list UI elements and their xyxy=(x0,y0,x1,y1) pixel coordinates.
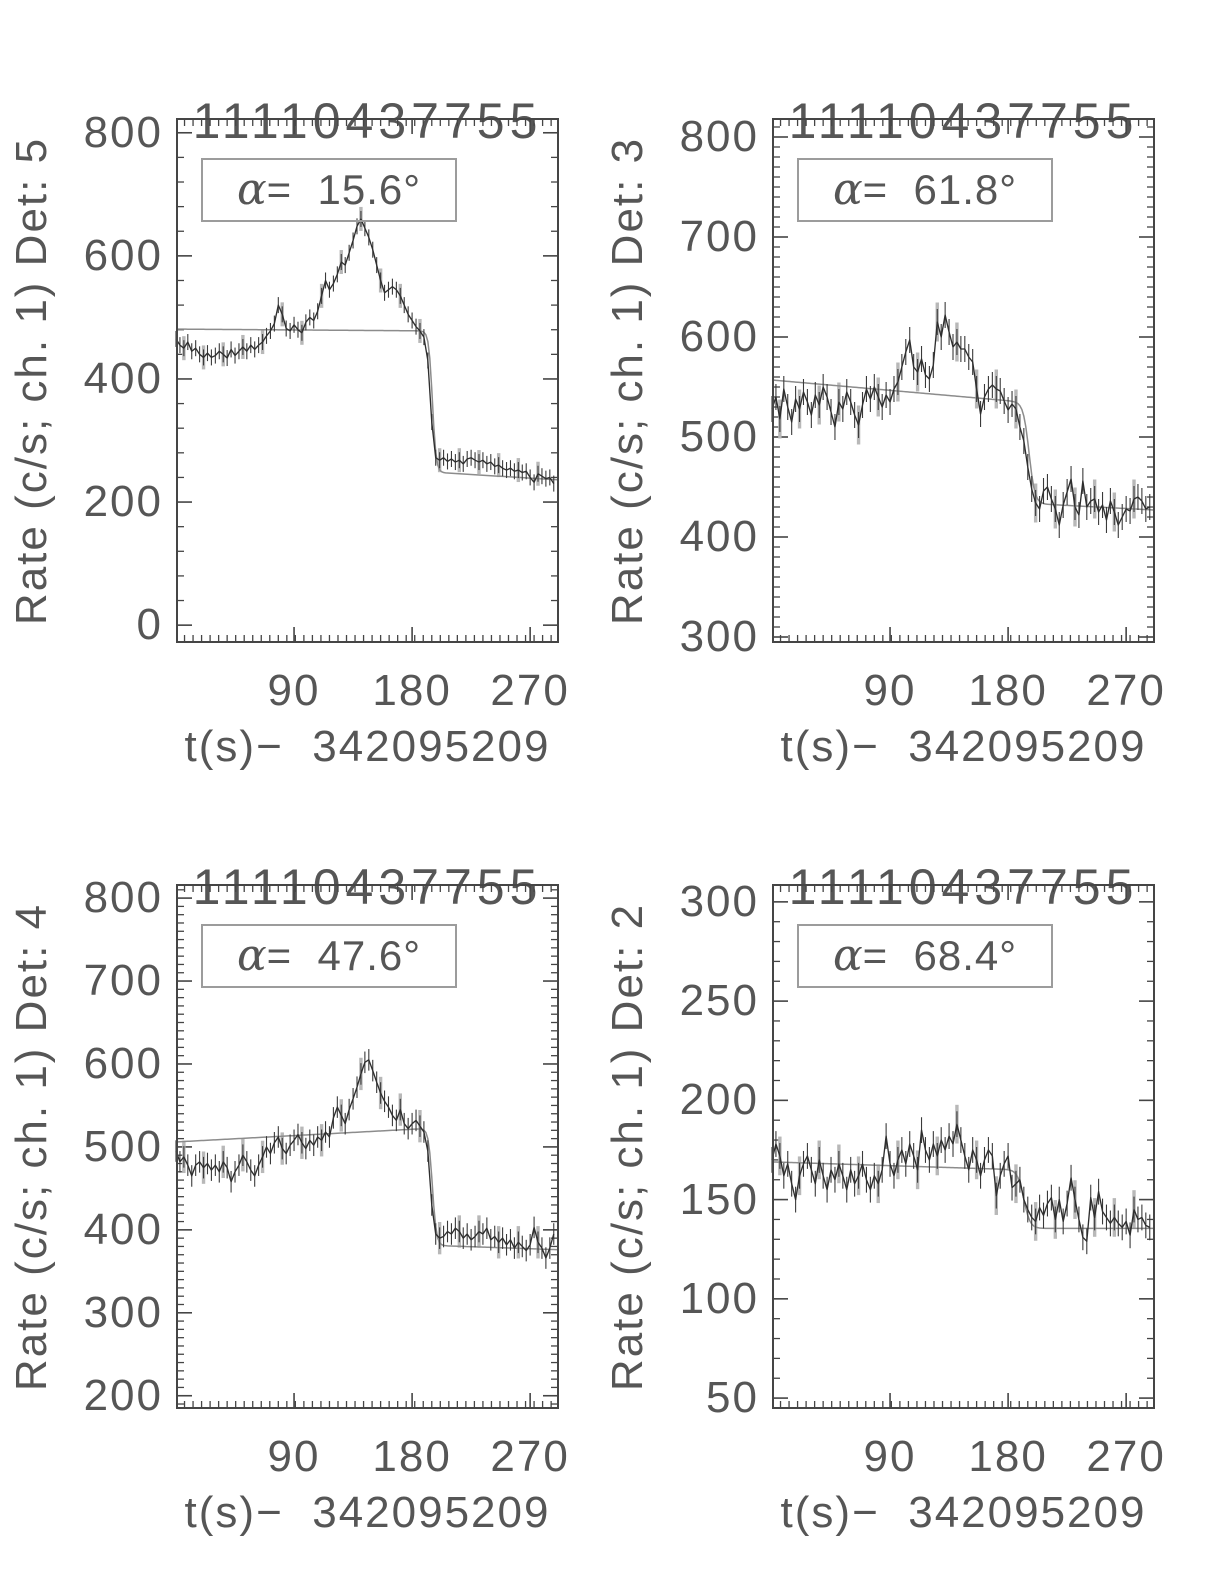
x-tick-labels: 90 180 270 xyxy=(772,1432,1164,1481)
chart-title: 11110437755 xyxy=(192,858,543,915)
x-tick-label: 90 xyxy=(267,1432,321,1481)
y-tick-label: 800 xyxy=(83,107,163,157)
x-tick-label: 180 xyxy=(968,1432,1048,1481)
y-tick-label: 800 xyxy=(679,112,759,161)
alpha-value: = 68.4° xyxy=(862,932,1018,979)
y-tick-label: 600 xyxy=(679,312,759,361)
plot-area xyxy=(175,884,559,1409)
x-axis-title: t(s)− 342095209 xyxy=(780,722,1147,771)
plot-area xyxy=(771,884,1155,1409)
alpha-annotation: α = 47.6° xyxy=(201,924,457,988)
x-tick-labels: 90 180 270 xyxy=(176,666,568,715)
x-axis-title: t(s)− 342095209 xyxy=(184,722,551,771)
y-tick-label: 700 xyxy=(679,212,759,261)
y-tick-label: 300 xyxy=(83,1287,163,1337)
alpha-value: = 61.8° xyxy=(862,166,1018,213)
y-tick-label: 100 xyxy=(679,1273,759,1323)
x-tick-label: 180 xyxy=(968,666,1048,715)
x-tick-label: 90 xyxy=(863,1432,917,1481)
alpha-annotation: α = 68.4° xyxy=(797,924,1053,988)
y-tick-label: 800 xyxy=(83,873,163,923)
y-tick-label: 200 xyxy=(83,1370,163,1420)
panel-det5: 11110437755 Rate (c/s; ch. 1) Det: 5 0 20… xyxy=(7,96,568,769)
x-tick-labels: 90 180 270 xyxy=(772,666,1164,715)
panel-det2: 11110437755 Rate (c/s; ch. 1) Det: 2 50 1… xyxy=(603,862,1164,1535)
alpha-annotation: α = 61.8° xyxy=(797,158,1053,222)
y-tick-label: 500 xyxy=(83,1121,163,1171)
y-tick-label: 600 xyxy=(83,230,163,280)
plot-area xyxy=(175,118,559,643)
y-tick-label: 200 xyxy=(83,477,163,527)
x-tick-label: 180 xyxy=(372,1432,452,1481)
y-tick-label: 300 xyxy=(679,612,759,661)
y-tick-labels: 300 400 500 600 700 800 xyxy=(599,112,759,659)
y-tick-labels: 0 200 400 600 800 xyxy=(3,110,163,646)
x-tick-label: 270 xyxy=(1086,1432,1166,1481)
x-axis-title: t(s)− 342095209 xyxy=(184,1488,551,1537)
alpha-value: = 15.6° xyxy=(266,166,422,213)
alpha-annotation: α = 15.6° xyxy=(201,158,457,222)
y-tick-label: 300 xyxy=(679,876,759,926)
x-tick-label: 90 xyxy=(863,666,917,715)
x-tick-label: 180 xyxy=(372,666,452,715)
panel-det4: 11110437755 Rate (c/s; ch. 1) Det: 4 200… xyxy=(7,862,568,1535)
alpha-value: = 47.6° xyxy=(266,932,422,979)
x-tick-labels: 90 180 270 xyxy=(176,1432,568,1481)
alpha-symbol: α xyxy=(832,164,863,215)
y-tick-label: 400 xyxy=(83,1204,163,1254)
chart-title: 11110437755 xyxy=(788,92,1139,149)
y-tick-label: 200 xyxy=(679,1075,759,1125)
alpha-symbol: α xyxy=(832,930,863,981)
y-tick-label: 700 xyxy=(83,956,163,1005)
y-tick-label: 400 xyxy=(679,512,759,561)
x-axis-title: t(s)− 342095209 xyxy=(780,1488,1147,1537)
alpha-symbol: α xyxy=(236,164,267,215)
alpha-symbol: α xyxy=(236,930,267,981)
y-tick-label: 250 xyxy=(679,976,759,1026)
y-tick-label: 50 xyxy=(706,1373,759,1423)
y-tick-label: 0 xyxy=(136,600,163,650)
y-tick-labels: 200 300 400 500 600 700 800 xyxy=(3,876,163,1418)
y-tick-label: 150 xyxy=(679,1174,759,1224)
x-tick-label: 270 xyxy=(1086,666,1166,715)
plot-area xyxy=(771,118,1155,643)
x-tick-label: 90 xyxy=(267,666,321,715)
y-tick-label: 500 xyxy=(679,412,759,461)
y-tick-labels: 50 100 150 200 250 300 xyxy=(599,879,759,1419)
y-tick-label: 400 xyxy=(83,354,163,403)
x-tick-label: 270 xyxy=(490,1432,570,1481)
chart-title: 11110437755 xyxy=(788,858,1139,915)
y-tick-label: 600 xyxy=(83,1039,163,1088)
x-tick-label: 270 xyxy=(490,666,570,715)
chart-title: 11110437755 xyxy=(192,92,543,149)
panel-det3: 11110437755 Rate (c/s; ch. 1) Det: 3 300… xyxy=(603,96,1164,769)
